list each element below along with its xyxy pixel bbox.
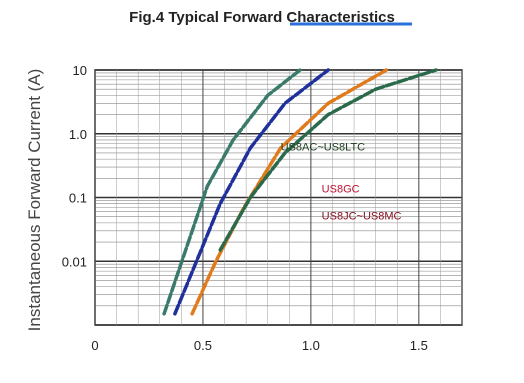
grid	[94, 69, 463, 326]
annotation-label: US8GC	[322, 183, 360, 195]
x-tick-label: 0.5	[194, 338, 212, 353]
y-tick-label: 0.01	[62, 254, 87, 269]
tick-labels: 0 0.5 1.0 1.5 10 1.0 0.1 0.01	[62, 63, 428, 353]
y-tick-label: 0.1	[69, 191, 87, 206]
x-tick-label: 1.5	[410, 338, 428, 353]
x-tick-label: 0	[91, 338, 98, 353]
y-tick-label: 10	[73, 63, 87, 78]
annotation-label: US8AC~US8LTC	[281, 141, 366, 153]
annotation-label: US8JC~US8MC	[322, 211, 402, 223]
series-line-1	[162, 68, 302, 316]
y-tick-label: 1.0	[69, 127, 87, 142]
series-line-2	[173, 68, 330, 316]
series-group	[162, 68, 438, 316]
series-line-3	[190, 68, 389, 316]
chart-title: Fig.4 Typical Forward Characteristics	[129, 9, 395, 26]
y-axis-label: Instantaneous Forward Current (A)	[25, 69, 44, 332]
series-line-4	[218, 68, 438, 252]
x-tick-label: 1.0	[302, 338, 320, 353]
annotations: US8AC~US8LTC US8GC US8JC~US8MC	[281, 141, 402, 222]
